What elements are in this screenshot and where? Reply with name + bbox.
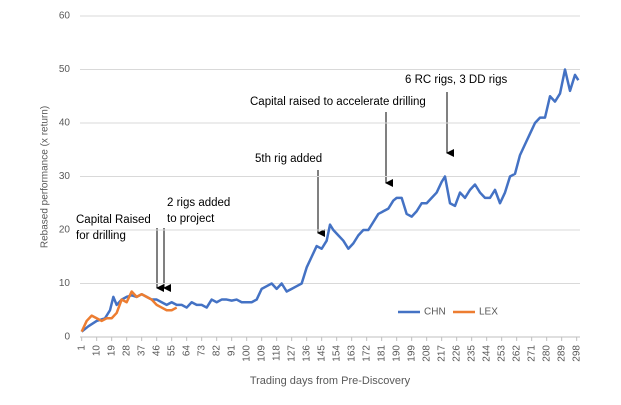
legend-label: LEX — [479, 307, 498, 318]
legend-label: CHN — [424, 307, 446, 318]
y-tick-label: 60 — [59, 11, 71, 22]
x-tick-label: 82 — [211, 345, 222, 357]
x-tick-label: 235 — [466, 345, 477, 362]
annotation: Capital raised to accelerate drilling — [250, 96, 426, 108]
x-tick-label: 190 — [391, 345, 402, 362]
annotation: 6 RC rigs, 3 DD rigs — [405, 74, 507, 86]
x-tick-label: 19 — [106, 345, 117, 357]
series-line — [80, 290, 178, 333]
x-tick-label: 127 — [286, 345, 297, 362]
x-tick-label: 253 — [496, 345, 507, 362]
x-tick-label: 100 — [241, 345, 252, 362]
x-tick-label: 172 — [361, 345, 372, 362]
annotation: to project — [167, 213, 215, 225]
x-tick-label: 199 — [406, 345, 417, 362]
y-tick-label: 30 — [59, 171, 71, 182]
x-tick-label: 91 — [226, 345, 237, 357]
y-axis-title: Rebased performance (x return) — [40, 106, 51, 248]
annotation: 2 rigs added — [167, 197, 230, 209]
x-tick-label: 37 — [136, 345, 147, 357]
annotation: 5th rig added — [255, 153, 322, 165]
x-tick-label: 181 — [376, 345, 387, 362]
series-line — [80, 68, 580, 333]
x-tick-label: 136 — [301, 345, 312, 362]
x-tick-label: 55 — [166, 345, 177, 357]
y-tick-label: 40 — [59, 118, 71, 129]
y-tick-label: 0 — [64, 332, 70, 343]
x-tick-label: 154 — [331, 345, 342, 362]
x-tick-label: 217 — [436, 345, 447, 362]
y-tick-label: 20 — [59, 225, 71, 236]
x-tick-label: 262 — [511, 345, 522, 362]
x-tick-label: 271 — [526, 345, 537, 362]
x-tick-label: 64 — [181, 345, 192, 357]
annotation: Capital Raised — [76, 214, 151, 226]
x-tick-label: 28 — [121, 345, 132, 357]
x-tick-label: 244 — [481, 345, 492, 362]
y-tick-label: 10 — [59, 278, 71, 289]
x-tick-label: 73 — [196, 345, 207, 357]
x-tick-label: 118 — [271, 345, 282, 361]
x-tick-label: 145 — [316, 345, 327, 362]
x-tick-label: 1 — [76, 345, 87, 351]
x-tick-label: 226 — [451, 345, 462, 362]
x-tick-label: 163 — [346, 345, 357, 362]
x-tick-label: 208 — [421, 345, 432, 362]
x-tick-label: 280 — [541, 345, 552, 362]
x-tick-label: 46 — [151, 345, 162, 357]
annotation: for drilling — [76, 230, 126, 242]
x-tick-label: 109 — [256, 345, 267, 362]
y-tick-label: 50 — [59, 64, 71, 75]
x-axis-title: Trading days from Pre-Discovery — [250, 375, 411, 387]
arrows — [156, 92, 454, 292]
x-tick-label: 289 — [556, 345, 567, 362]
x-tick-label: 298 — [571, 345, 582, 362]
x-tick-label: 10 — [91, 345, 102, 357]
